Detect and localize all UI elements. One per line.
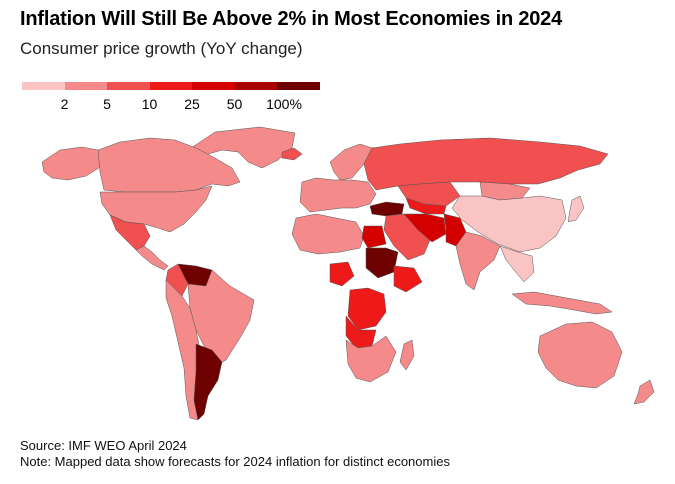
data-note: Note: Mapped data show forecasts for 202… (20, 454, 450, 469)
region-turkey (369, 201, 405, 217)
region-drc (347, 287, 387, 331)
legend-swatch (149, 82, 192, 90)
region-sudan (365, 247, 399, 279)
legend-label: 50 (226, 96, 243, 112)
legend-swatch (64, 82, 107, 90)
legend-label: 2 (60, 96, 69, 112)
region-kazakhstan (397, 181, 461, 207)
source-note: Source: IMF WEO April 2024 (20, 438, 187, 453)
region-china (451, 195, 567, 253)
region-japan (567, 195, 585, 223)
region-iceland (281, 147, 303, 161)
legend-label: 5 (103, 96, 111, 112)
legend-swatches (22, 82, 322, 90)
legend-swatch (107, 82, 150, 90)
legend-swatch (234, 82, 277, 90)
chart-title: Inflation Will Still Be Above 2% in Most… (20, 8, 563, 30)
region-russia (363, 137, 609, 191)
region-ethiopia (393, 265, 423, 293)
region-nigeria (329, 261, 355, 287)
chart-footer: Source: IMF WEO April 2024 Note: Mapped … (20, 438, 450, 470)
region-madagascar (399, 339, 415, 371)
world-map (41, 126, 655, 421)
chart-subtitle: Consumer price growth (YoY change) (20, 39, 303, 58)
color-legend: 2 5 10 25 50 100% (22, 82, 322, 112)
region-indonesia (511, 291, 613, 315)
region-egypt (361, 225, 387, 249)
legend-labels: 2 5 10 25 50 100% (22, 96, 322, 114)
region-southeast-asia (499, 245, 535, 283)
region-central-america (135, 245, 169, 271)
legend-swatch (277, 82, 320, 90)
region-australia (537, 321, 623, 389)
legend-swatch (192, 82, 235, 90)
region-europe (299, 177, 377, 213)
region-india (455, 231, 501, 291)
region-canada (97, 137, 241, 193)
region-new-zealand (633, 379, 655, 405)
legend-label: 25 (184, 96, 200, 112)
legend-label: 10 (141, 96, 158, 112)
legend-label: 100% (266, 96, 302, 112)
region-north-africa (291, 213, 365, 255)
region-greenland (187, 126, 296, 169)
region-argentina (193, 343, 223, 421)
legend-swatch (22, 82, 65, 90)
region-alaska (41, 146, 103, 181)
region-southern-africa (345, 335, 397, 383)
